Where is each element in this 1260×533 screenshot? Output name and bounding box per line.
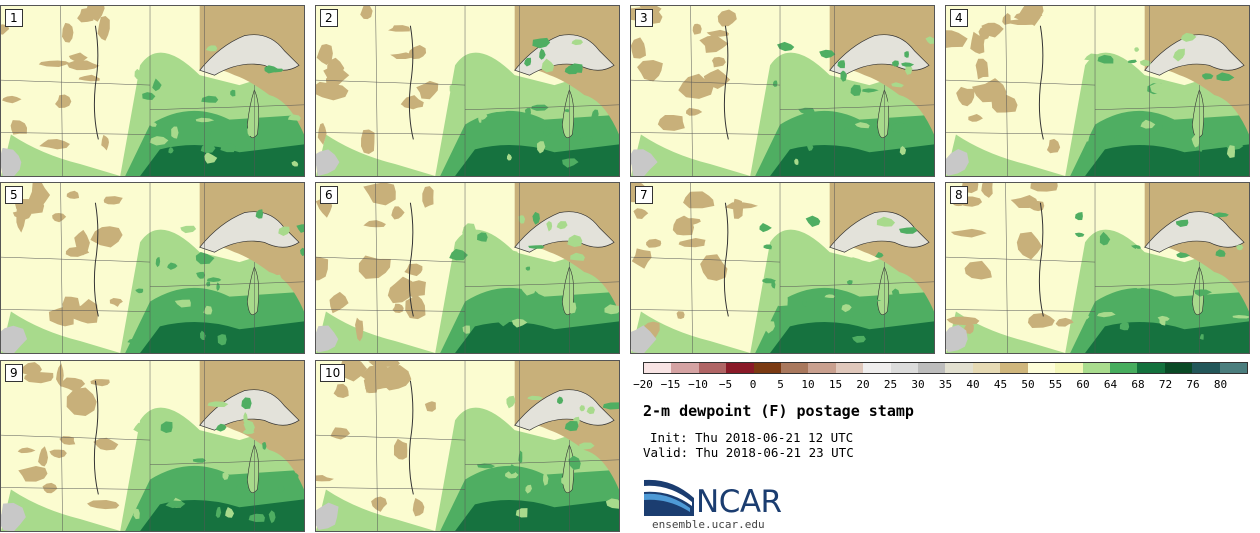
colorbar-swatch <box>1219 363 1247 373</box>
ensemble-member-map: 9 <box>0 360 305 532</box>
colorbar-tick-label: −10 <box>688 378 708 391</box>
colorbar-tick-labels: −20 −15 −10 −5 0 5 10 15 20 25 30 35 40 45 50 55 60 64 68 7… <box>633 378 1248 392</box>
colorbar-swatch <box>918 363 946 373</box>
ensemble-member-map: 4 <box>945 5 1250 177</box>
colorbar-swatch <box>1164 363 1193 373</box>
colorbar-tick-label: 40 <box>966 378 980 391</box>
colorbar-swatch <box>863 363 891 373</box>
member-number-label: 9 <box>5 364 23 382</box>
ensemble-member-map: 3 <box>630 5 935 177</box>
member-number-label: 3 <box>635 9 653 27</box>
member-number-label: 2 <box>320 9 338 27</box>
member-number-label: 6 <box>320 186 338 204</box>
colorbar-tick-label: 5 <box>777 378 784 391</box>
member-number-label: 5 <box>5 186 23 204</box>
colorbar-swatch <box>698 363 727 373</box>
ensemble-member-map: 1 <box>0 5 305 177</box>
member-number-label: 8 <box>950 186 968 204</box>
colorbar-tick-label: 35 <box>938 378 953 391</box>
colorbar-tick-label: 80 <box>1213 378 1228 391</box>
colorbar-tick-label: −15 <box>660 378 681 391</box>
ensemble-member-map: 7 <box>630 182 935 354</box>
colorbar-tick-label: −20 <box>633 378 653 391</box>
colorbar-swatch <box>644 363 672 373</box>
colorbar-tick-label: 10 <box>801 378 815 391</box>
colorbar-tick-label: 64 <box>1103 378 1118 391</box>
ensemble-member-map: 8 <box>945 182 1250 354</box>
colorbar-swatch <box>1109 363 1138 373</box>
colorbar-tick-label: 45 <box>993 378 1008 391</box>
colorbar-tick-label: −5 <box>718 378 733 391</box>
member-number-label: 4 <box>950 9 968 27</box>
colorbar-swatch <box>1082 363 1110 373</box>
colorbar-tick-label: 55 <box>1048 378 1063 391</box>
colorbar-tick-label: 15 <box>828 378 843 391</box>
colorbar-tick-label: 68 <box>1131 378 1145 391</box>
colorbar-tick-label: 0 <box>749 378 757 391</box>
member-number-label: 10 <box>320 364 346 382</box>
colorbar-tick-label: 30 <box>911 378 925 391</box>
colorbar-swatch <box>890 363 919 373</box>
colorbar-tick-label: 72 <box>1158 378 1173 391</box>
ensemble-member-map: 5 <box>0 182 305 354</box>
colorbar-swatch <box>1192 363 1220 373</box>
ensemble-member-map: 2 <box>315 5 620 177</box>
colorbar-swatch <box>781 363 809 373</box>
member-number-label: 1 <box>5 9 23 27</box>
colorbar-swatch <box>835 363 864 373</box>
colorbar-swatch <box>1055 363 1083 373</box>
colorbar-swatch <box>808 363 836 373</box>
colorbar-tick-label: 76 <box>1186 378 1200 391</box>
colorbar-swatch <box>1137 363 1165 373</box>
valid-time: Valid: Thu 2018-06-21 23 UTC <box>643 445 854 460</box>
colorbar-swatch <box>972 363 1001 373</box>
figure-title: 2-m dewpoint (F) postage stamp <box>643 402 914 420</box>
colorbar-tick-label: 60 <box>1076 378 1090 391</box>
colorbar-tick-label: 50 <box>1021 378 1035 391</box>
colorbar-swatch <box>1000 363 1028 373</box>
colorbar-swatch <box>753 363 782 373</box>
colorbar-swatch <box>1027 363 1056 373</box>
colorbar-swatch <box>726 363 754 373</box>
colorbar-swatch <box>945 363 973 373</box>
ncar-logo-icon <box>644 479 694 516</box>
ensemble-member-map: 6 <box>315 182 620 354</box>
colorbar-tick-label: 20 <box>856 378 870 391</box>
dewpoint-colorbar <box>643 362 1248 374</box>
init-time: Init: Thu 2018-06-21 12 UTC <box>650 430 854 445</box>
ensemble-member-map: 10 <box>315 360 620 532</box>
site-url: ensemble.ucar.edu <box>652 518 765 531</box>
colorbar-swatch <box>671 363 699 373</box>
member-number-label: 7 <box>635 186 653 204</box>
ncar-logo-text: NCAR <box>696 484 782 520</box>
colorbar-tick-label: 25 <box>883 378 898 391</box>
